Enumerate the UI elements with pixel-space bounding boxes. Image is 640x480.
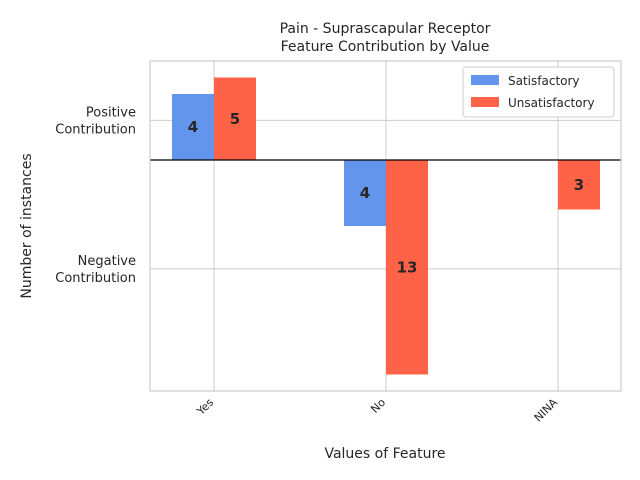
bar-unsatisfactory-yes <box>214 77 256 160</box>
x-axis-label: Values of Feature <box>324 446 445 462</box>
bar-value-label: 5 <box>230 110 240 128</box>
legend-box <box>462 66 615 118</box>
bar-value-label: 3 <box>574 176 584 194</box>
chart-title-line-2: Feature Contribution by Value <box>281 39 490 55</box>
plot-area: 4 4 5 13 3 Positive Contribution Negative Contri… <box>55 60 622 425</box>
legend-swatch <box>471 75 499 85</box>
legend-label: Satisfactory <box>508 74 580 88</box>
legend-swatch <box>471 97 499 107</box>
bar-satisfactory-no <box>344 160 386 226</box>
plot-border <box>149 60 622 392</box>
legend-label: Unsatisfactory <box>508 96 595 110</box>
y-tick-label: Positive Contribution <box>55 105 136 137</box>
x-tick-label: No <box>368 396 388 416</box>
x-tick-label: Yes <box>194 396 217 419</box>
y-tick-label: Negative Contribution <box>55 254 136 286</box>
bar-unsatisfactory-nina <box>558 160 600 210</box>
bar-value-label: 4 <box>360 184 370 202</box>
bar-unsatisfactory-no <box>386 160 428 375</box>
bar-satisfactory-yes <box>172 94 214 160</box>
bar-value-label: 4 <box>188 118 198 136</box>
x-tick-label: NINA <box>532 396 561 425</box>
legend: Satisfactory Unsatisfactory <box>462 66 615 118</box>
bar-value-label: 13 <box>397 258 418 276</box>
chart-title-line-1: Pain - Suprascapular Receptor <box>280 21 491 37</box>
y-axis-label: Number of instances <box>19 153 35 298</box>
